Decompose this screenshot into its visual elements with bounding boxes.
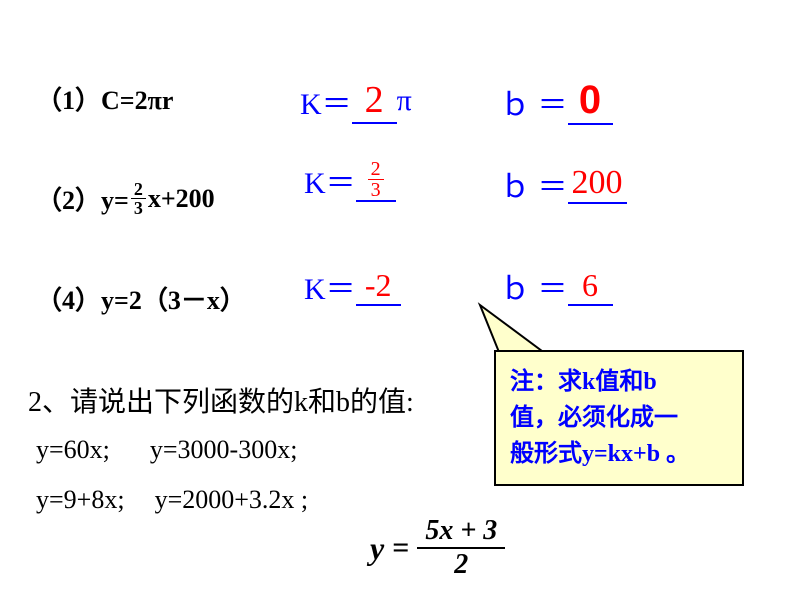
- row3-k-underline: -2: [356, 267, 401, 306]
- row2-b-underline: 200: [568, 164, 627, 204]
- row1-k-value: 2: [365, 79, 384, 121]
- row2-label-suffix: x+200: [148, 184, 215, 214]
- row1-k-suffix: π: [397, 84, 412, 118]
- final-y: y: [370, 530, 384, 567]
- row2-label-frac: 2 3: [131, 180, 146, 217]
- q2-title-text: 2、请说出下列函数的k和b的值:: [28, 380, 414, 420]
- final-eq-sign: =: [392, 531, 409, 565]
- q2-line1b: y=3000-300x;: [150, 435, 298, 465]
- row3-k-value: -2: [365, 267, 392, 303]
- row-1: （1）C=2πr: [36, 80, 173, 117]
- row-2: （2）y= 2 3 x+200: [36, 180, 215, 217]
- q2-line2b: y=2000+3.2x ;: [155, 485, 309, 515]
- row2-k-frac-den: 3: [368, 180, 384, 200]
- row2-k-frac-num: 2: [368, 159, 384, 180]
- row2-k-underline: 2 3: [356, 159, 396, 202]
- row2-b-label: ｂ ＝: [500, 162, 568, 206]
- row2-b-value: 200: [572, 164, 623, 201]
- q2-title: 2、请说出下列函数的k和b的值:: [28, 380, 414, 420]
- row2-k-label: K＝: [304, 158, 356, 202]
- row1-b-label: ｂ ＝: [500, 80, 568, 124]
- callout-box: 注：求k值和b 值，必须化成一 般形式y=kx+b 。: [494, 350, 744, 486]
- callout-line2: 值，必须化成一: [510, 400, 728, 436]
- callout-line3: 般形式y=kx+b 。: [510, 436, 728, 472]
- row1-k-label: K＝: [300, 79, 352, 123]
- q2-line2a: y=9+8x;: [36, 485, 125, 515]
- row3-label: （4）y=2（3－x）: [36, 280, 246, 317]
- callout-line1: 注：求k值和b: [510, 364, 728, 400]
- final-num: 5x + 3: [417, 515, 505, 549]
- row1-label: （1）C=2πr: [36, 80, 173, 117]
- final-den: 2: [446, 549, 476, 581]
- row2-k-frac: 2 3: [368, 159, 384, 200]
- row-3: （4）y=2（3－x）: [36, 280, 246, 317]
- row1-b-value: 0: [579, 78, 601, 122]
- final-equation: y = 5x + 3 2: [370, 515, 505, 581]
- row3-k-label: K＝: [304, 264, 356, 308]
- row2-label-prefix: （2）y=: [36, 180, 129, 217]
- row3-b-underline: 6: [568, 267, 613, 306]
- row3-k: K＝ -2: [304, 264, 401, 308]
- row1-b: ｂ ＝ 0: [500, 78, 613, 125]
- q2-line1: y=60x; y=3000-300x;: [36, 435, 297, 465]
- final-frac: 5x + 3 2: [417, 515, 505, 581]
- row1-k-underline: 2: [352, 78, 397, 124]
- row1-b-underline: 0: [568, 78, 613, 125]
- row2-k: K＝ 2 3: [304, 158, 396, 202]
- row2-frac-den: 3: [131, 199, 146, 217]
- row3-b-value: 6: [582, 267, 598, 303]
- row2-b: ｂ ＝ 200: [500, 162, 627, 206]
- row1-k: K＝ 2 π: [300, 78, 412, 124]
- q2-line2: y=9+8x; y=2000+3.2x ;: [36, 485, 308, 515]
- q2-line1a: y=60x;: [36, 435, 110, 465]
- row2-frac-num: 2: [131, 180, 146, 199]
